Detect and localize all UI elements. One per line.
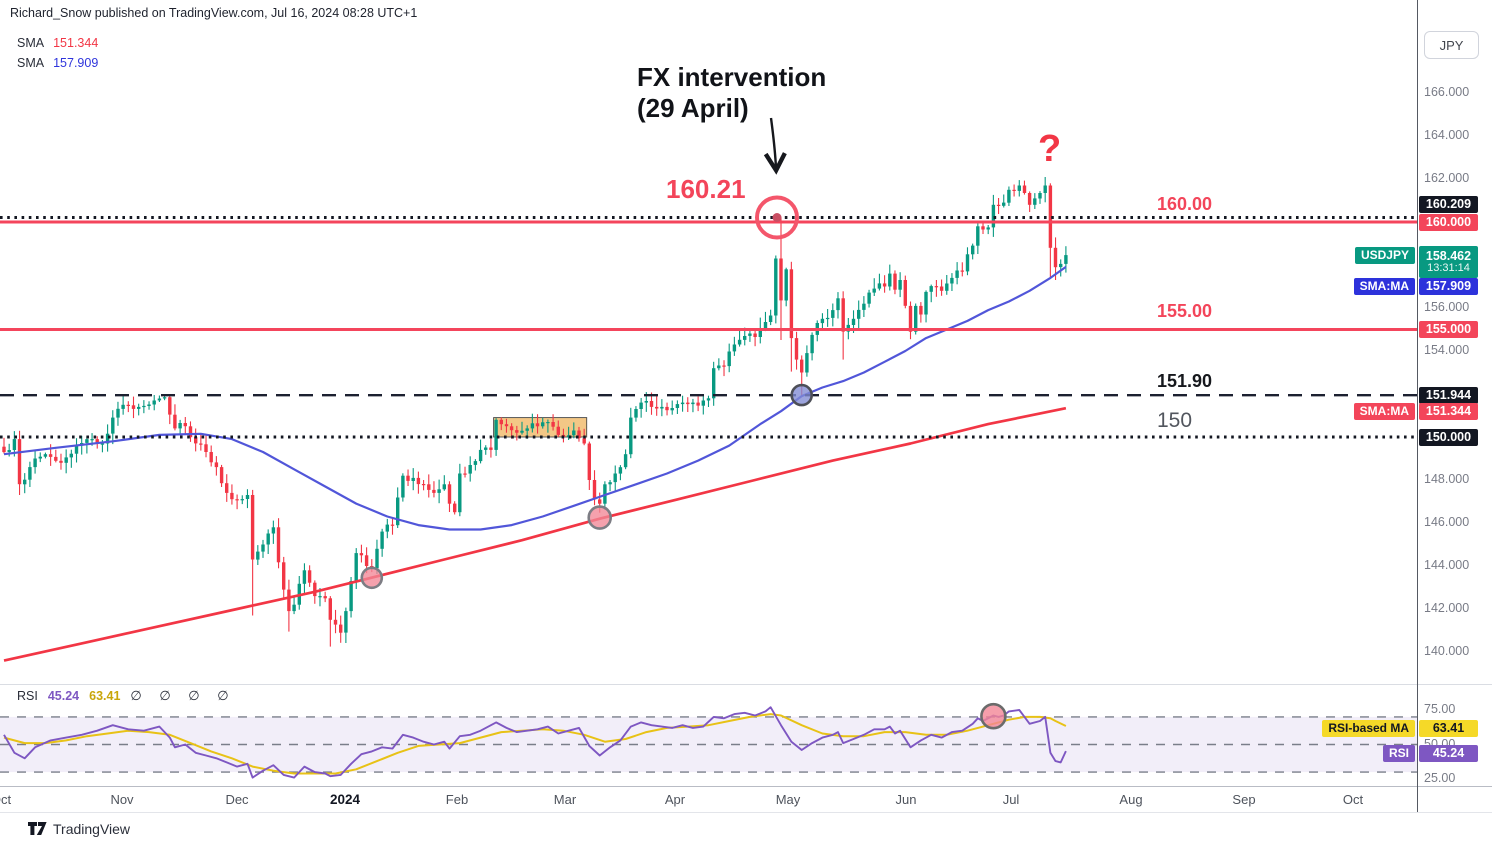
price-badge: 45.24: [1419, 744, 1478, 762]
time-axis-label: Oct: [0, 792, 12, 807]
tradingview-logo-icon: [28, 822, 47, 835]
price-axis[interactable]: JPY 166.000 164.000 162.000 156.000 154.000 1…: [1417, 0, 1492, 786]
price-badge: 157.909: [1419, 277, 1478, 295]
time-axis-label: Sep: [1232, 792, 1256, 807]
time-axis-label: Apr: [664, 792, 686, 807]
indicator-legend: SMA 151.344 SMA 157.909: [17, 33, 98, 73]
level-label-155[interactable]: 155.00: [1157, 301, 1213, 321]
question-mark-annotation[interactable]: ?: [1038, 128, 1062, 170]
tradingview-logo[interactable]: TradingView: [28, 821, 130, 837]
time-axis-label: Dec: [225, 792, 249, 807]
level-label-160[interactable]: 160.00: [1157, 194, 1213, 214]
rsi-legend[interactable]: RSI 45.24 63.41 ∅ ∅ ∅ ∅: [17, 688, 236, 704]
price-badge: 150.000: [1419, 428, 1478, 446]
rsi-axis-label: 25.00: [1424, 771, 1456, 785]
price-badge: 151.344: [1419, 402, 1478, 420]
price-axis-label: 148.000: [1424, 472, 1470, 486]
price-badge: 155.000: [1419, 320, 1478, 338]
price-axis-label: 140.000: [1424, 644, 1470, 658]
price-badge: 151.944: [1419, 386, 1478, 404]
countdown-timer: 13:31:14: [1427, 262, 1470, 275]
price-axis-label: 166.000: [1424, 85, 1470, 99]
rsi-value: 45.24: [47, 689, 80, 703]
series-tag: RSI: [1382, 744, 1415, 762]
legend-sma-red[interactable]: SMA 151.344: [17, 36, 99, 50]
intervention-price-callout[interactable]: 160.21: [666, 174, 746, 204]
price-axis-label: 142.000: [1424, 601, 1470, 615]
time-axis-label: Mar: [553, 792, 577, 807]
currency-button[interactable]: JPY: [1424, 31, 1479, 59]
price-badge: 63.41: [1419, 719, 1478, 737]
rsi-ma-value: 63.41: [89, 689, 121, 703]
series-tag: USDJPY: [1354, 246, 1415, 264]
time-axis-label: Jul: [1002, 792, 1020, 807]
price-axis-label: 146.000: [1424, 515, 1470, 529]
price-badge: 160.209: [1419, 195, 1478, 213]
time-axis-label: Jun: [895, 792, 917, 807]
rsi-axis-label: 75.00: [1424, 702, 1456, 716]
time-axis-label: Nov: [110, 792, 134, 807]
level-label-150[interactable]: 150: [1157, 409, 1193, 432]
price-badge: 158.462 13:31:14: [1419, 246, 1478, 278]
fx-intervention-note[interactable]: FX intervention (29 April): [637, 62, 827, 123]
price-axis-label: 162.000: [1424, 171, 1470, 185]
time-axis-label: 2024: [329, 792, 361, 807]
time-axis-label: May: [775, 792, 801, 807]
series-tag: SMA:MA: [1353, 402, 1415, 420]
sma-blue-value: 157.909: [53, 56, 99, 70]
time-axis[interactable]: Oct Nov Dec 2024 Feb Mar Apr May Jun Jul Aug Sep Oct: [0, 786, 1492, 813]
rsi-empty-params: ∅ ∅ ∅ ∅: [130, 688, 236, 703]
price-badge: 160.000: [1419, 213, 1478, 231]
time-axis-label: Oct: [1342, 792, 1364, 807]
time-axis-label: Aug: [1119, 792, 1143, 807]
rsi-legend-label: RSI: [17, 689, 38, 703]
series-tag: RSI-based MA: [1322, 719, 1415, 737]
price-axis-label: 144.000: [1424, 558, 1470, 572]
price-axis-label: 156.000: [1424, 300, 1470, 314]
time-axis-label: Feb: [445, 792, 469, 807]
level-label-151-90[interactable]: 151.90: [1157, 371, 1213, 391]
price-axis-label: 164.000: [1424, 128, 1470, 142]
tradingview-logo-text: TradingView: [53, 821, 131, 837]
publisher-line: Richard_Snow published on TradingView.co…: [10, 6, 418, 20]
price-axis-label: 154.000: [1424, 343, 1470, 357]
series-tag: SMA:MA: [1353, 277, 1415, 295]
legend-sma-blue[interactable]: SMA 157.909: [17, 56, 99, 70]
sma-red-value: 151.344: [53, 36, 99, 50]
